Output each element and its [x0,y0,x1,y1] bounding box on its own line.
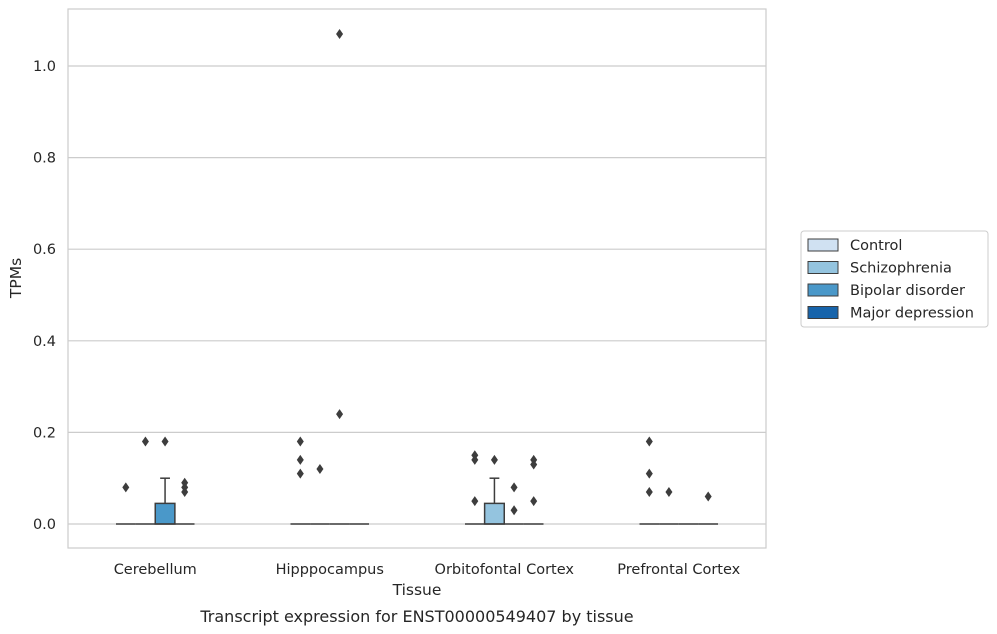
legend-label: Major depression [850,306,974,322]
box-control [290,436,311,525]
outlier-point [530,459,538,470]
y-tick-label: 0.4 [33,334,56,350]
box-major-depression [698,491,719,525]
plot-background [68,9,766,548]
y-tick-label: 1.0 [33,59,56,75]
outlier-point [645,468,653,479]
box-body [154,502,176,525]
legend-swatch [807,306,839,319]
y-tick-label: 0.6 [33,242,56,258]
x-tick-labels: Cerebellum Hipppocampus Orbitofontal Corte… [114,562,741,578]
box-bipolar-disorder [504,482,524,525]
legend-label: Control [850,238,902,254]
outlier-point [704,491,712,502]
outlier-point [336,409,344,420]
legend-entries: Control Schizophrenia Bipolar disorder Majo… [807,238,974,322]
outlier-point [471,496,479,507]
x-tick-label: Cerebellum [114,562,197,578]
outlier-point [510,505,518,516]
outlier-point [141,436,149,447]
legend-label: Schizophrenia [850,261,952,277]
outlier-point [336,28,344,39]
outlier-point [296,454,304,465]
box-control [639,436,660,525]
y-tick-labels: 0.0 0.2 0.4 0.6 0.8 1.0 [33,59,56,533]
y-tick-label: 0.8 [33,151,56,167]
x-tick-label: Hipppocampus [276,562,384,578]
legend-frame [800,230,989,328]
outlier-point [490,454,498,465]
legend-label: Bipolar disorder [850,283,965,299]
box-control [115,482,136,525]
legend-swatch [807,283,839,297]
box-marks [115,28,719,525]
outlier-point [645,436,653,447]
outlier-point [510,482,518,493]
box-control [464,450,485,525]
legend-swatch [807,261,839,274]
box-major-depression [174,477,195,525]
outlier-point [530,496,538,507]
box-schizophrenia [659,486,679,525]
x-axis-label: Tissue [392,581,442,599]
box-body [483,502,505,525]
y-tick-label: 0.0 [33,517,56,533]
box-bipolar-disorder [154,436,176,525]
x-tick-label: Prefrontal Cortex [617,562,740,578]
box-bipolar-disorder [329,28,350,525]
outlier-point [665,486,673,497]
box-major-depression [523,454,544,525]
chart-caption: Transcript expression for ENST0000054940… [199,607,633,626]
outlier-point [316,464,324,475]
legend-swatch [807,238,839,252]
outlier-point [645,486,653,497]
outlier-point [296,468,304,479]
y-tick-label: 0.2 [33,425,56,441]
outlier-point [296,436,304,447]
y-axis-label: TPMs [7,258,25,299]
legend: Control Schizophrenia Bipolar disorder Majo… [800,230,989,328]
box-schizophrenia [483,454,505,525]
outlier-point [122,482,130,493]
plot-frame [67,8,767,549]
box-schizophrenia [135,436,156,525]
outlier-point [161,436,169,447]
x-tick-label: Orbitofontal Cortex [435,562,575,578]
outlier-point [471,454,479,465]
outlier-point [181,486,189,497]
box-schizophrenia [310,464,330,525]
